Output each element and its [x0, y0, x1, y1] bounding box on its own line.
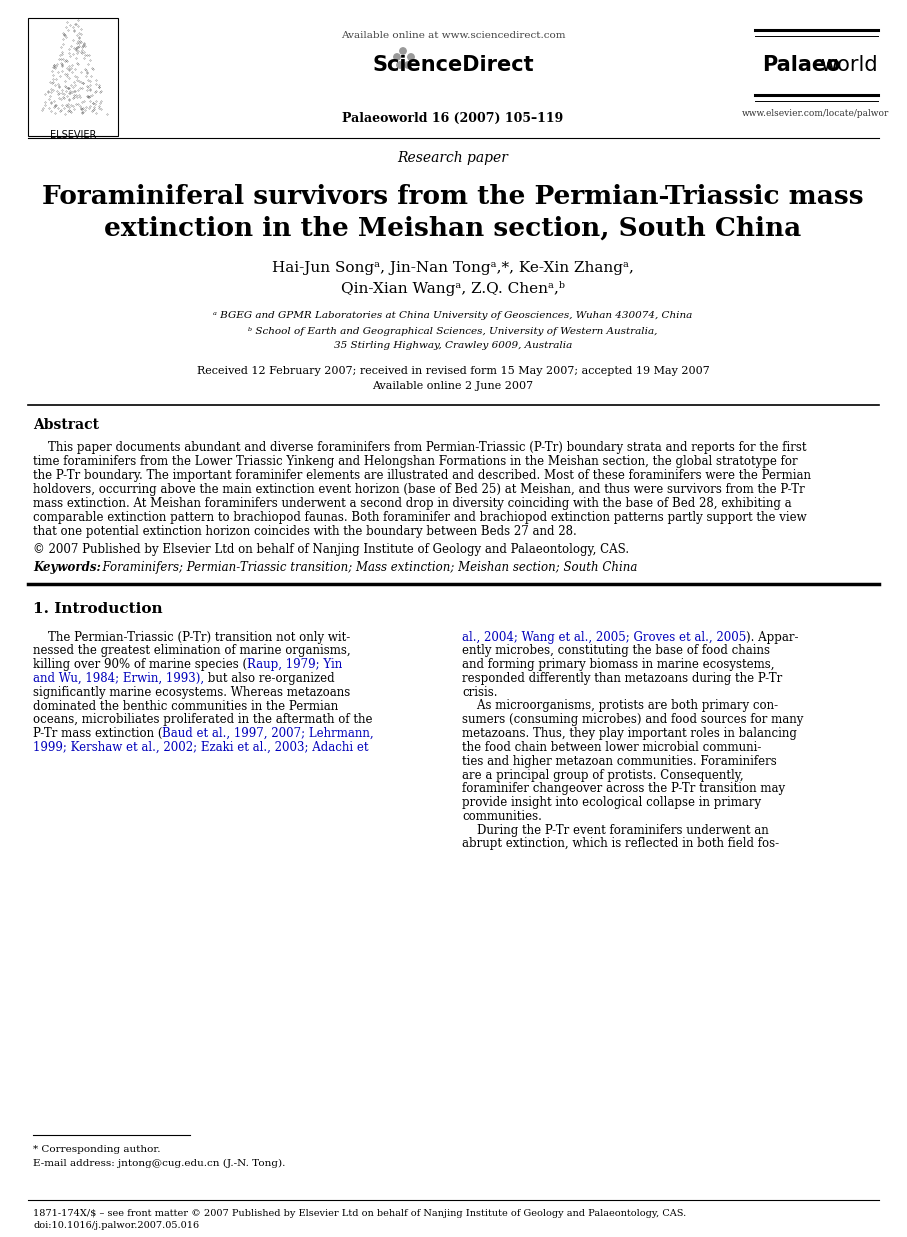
Text: abrupt extinction, which is reflected in both field fos-: abrupt extinction, which is reflected in… — [462, 837, 779, 851]
Text: ScienceDirect: ScienceDirect — [372, 54, 534, 75]
Text: the food chain between lower microbial communi-: the food chain between lower microbial c… — [462, 741, 761, 753]
Text: metazoans. Thus, they play important roles in balancing: metazoans. Thus, they play important rol… — [462, 727, 797, 740]
Text: Foraminifers; Permian-Triassic transition; Mass extinction; Meishan section; Sou: Foraminifers; Permian-Triassic transitio… — [95, 560, 638, 574]
Text: time foraminifers from the Lower Triassic Yinkeng and Helongshan Formations in t: time foraminifers from the Lower Triassi… — [33, 454, 797, 468]
Text: doi:10.1016/j.palwor.2007.05.016: doi:10.1016/j.palwor.2007.05.016 — [33, 1221, 200, 1231]
Text: P-Tr mass extinction (: P-Tr mass extinction ( — [33, 727, 162, 740]
Text: Foraminiferal survivors from the Permian-Triassic mass: Foraminiferal survivors from the Permian… — [43, 183, 863, 209]
Text: The Permian-Triassic (P-Tr) transition not only wit-: The Permian-Triassic (P-Tr) transition n… — [33, 631, 350, 643]
Text: ). Appar-: ). Appar- — [746, 631, 799, 643]
Text: comparable extinction pattern to brachiopod faunas. Both foraminifer and brachio: comparable extinction pattern to brachio… — [33, 511, 806, 523]
Text: nessed the greatest elimination of marine organisms,: nessed the greatest elimination of marin… — [33, 644, 351, 657]
Text: mass extinction. At Meishan foraminifers underwent a second drop in diversity co: mass extinction. At Meishan foraminifers… — [33, 496, 792, 510]
Text: Received 12 February 2007; received in revised form 15 May 2007; accepted 19 May: Received 12 February 2007; received in r… — [197, 366, 709, 376]
Text: This paper documents abundant and diverse foraminifers from Permian-Triassic (P-: This paper documents abundant and divers… — [33, 440, 806, 454]
Text: but also re-organized: but also re-organized — [204, 672, 335, 685]
Text: holdovers, occurring above the main extinction event horizon (base of Bed 25) at: holdovers, occurring above the main exti… — [33, 482, 805, 496]
Text: ently microbes, constituting the base of food chains: ently microbes, constituting the base of… — [462, 644, 770, 657]
Text: Hai-Jun Songᵃ, Jin-Nan Tongᵃ,*, Ke-Xin Zhangᵃ,: Hai-Jun Songᵃ, Jin-Nan Tongᵃ,*, Ke-Xin Z… — [272, 261, 634, 275]
Text: www.elsevier.com/locate/palwor: www.elsevier.com/locate/palwor — [742, 109, 890, 118]
Text: extinction in the Meishan section, South China: extinction in the Meishan section, South… — [104, 215, 802, 240]
Text: E-mail address: jntong@cug.edu.cn (J.-N. Tong).: E-mail address: jntong@cug.edu.cn (J.-N.… — [33, 1158, 286, 1168]
Text: communities.: communities. — [462, 810, 541, 823]
Circle shape — [396, 62, 404, 68]
Text: ᵃ BGEG and GPMR Laboratories at China University of Geosciences, Wuhan 430074, C: ᵃ BGEG and GPMR Laboratories at China Un… — [213, 312, 693, 320]
Text: Raup, 1979; Yin: Raup, 1979; Yin — [247, 658, 342, 672]
Text: world: world — [820, 54, 878, 75]
Circle shape — [394, 53, 400, 61]
Text: During the P-Tr event foraminifers underwent an: During the P-Tr event foraminifers under… — [462, 824, 769, 836]
Text: As microorganisms, protists are both primary con-: As microorganisms, protists are both pri… — [462, 699, 778, 713]
Text: © 2007 Published by Elsevier Ltd on behalf of Nanjing Institute of Geology and P: © 2007 Published by Elsevier Ltd on beha… — [33, 543, 629, 555]
Text: crisis.: crisis. — [462, 685, 498, 699]
Text: provide insight into ecological collapse in primary: provide insight into ecological collapse… — [462, 797, 761, 809]
Text: that one potential extinction horizon coincides with the boundary between Beds 2: that one potential extinction horizon co… — [33, 524, 577, 538]
Bar — [28, 19, 118, 136]
Text: 1. Introduction: 1. Introduction — [33, 602, 162, 616]
Text: and Wu, 1984; Erwin, 1993),: and Wu, 1984; Erwin, 1993), — [33, 672, 204, 685]
Circle shape — [400, 48, 406, 54]
Text: oceans, microbiliates proliferated in the aftermath of the: oceans, microbiliates proliferated in th… — [33, 714, 373, 726]
Text: * Corresponding author.: * Corresponding author. — [33, 1144, 161, 1153]
Text: killing over 90% of marine species (: killing over 90% of marine species ( — [33, 658, 247, 672]
Text: ties and higher metazoan communities. Foraminifers: ties and higher metazoan communities. Fo… — [462, 755, 776, 768]
Text: sumers (consuming microbes) and food sources for many: sumers (consuming microbes) and food sou… — [462, 714, 804, 726]
Text: ᵇ School of Earth and Geographical Sciences, University of Western Australia,: ᵇ School of Earth and Geographical Scien… — [249, 327, 658, 335]
Text: Available online at www.sciencedirect.com: Available online at www.sciencedirect.co… — [341, 31, 565, 40]
Text: Palaeo: Palaeo — [762, 54, 841, 75]
Text: significantly marine ecosystems. Whereas metazoans: significantly marine ecosystems. Whereas… — [33, 685, 350, 699]
Text: Baud et al., 1997, 2007; Lehrmann,: Baud et al., 1997, 2007; Lehrmann, — [162, 727, 374, 740]
Text: Qin-Xian Wangᵃ, Z.Q. Chenᵃ,ᵇ: Qin-Xian Wangᵃ, Z.Q. Chenᵃ,ᵇ — [341, 281, 565, 296]
Text: Research paper: Research paper — [397, 151, 509, 165]
Text: al., 2004; Wang et al., 2005; Groves et al., 2005: al., 2004; Wang et al., 2005; Groves et … — [462, 631, 746, 643]
Text: Abstract: Abstract — [33, 418, 99, 432]
Text: and forming primary biomass in marine ecosystems,: and forming primary biomass in marine ec… — [462, 658, 775, 672]
Text: foraminifer changeover across the P-Tr transition may: foraminifer changeover across the P-Tr t… — [462, 782, 785, 795]
Text: are a principal group of protists. Consequently,: are a principal group of protists. Conse… — [462, 768, 744, 782]
Text: Keywords:: Keywords: — [33, 560, 101, 574]
Text: 1871-174X/$ – see front matter © 2007 Published by Elsevier Ltd on behalf of Nan: 1871-174X/$ – see front matter © 2007 Pu… — [33, 1209, 687, 1217]
Text: ELSEVIER: ELSEVIER — [50, 130, 96, 140]
Text: 1999; Kershaw et al., 2002; Ezaki et al., 2003; Adachi et: 1999; Kershaw et al., 2002; Ezaki et al.… — [33, 741, 368, 753]
Text: dominated the benthic communities in the Permian: dominated the benthic communities in the… — [33, 699, 338, 713]
Circle shape — [408, 53, 414, 61]
Text: Available online 2 June 2007: Available online 2 June 2007 — [373, 381, 533, 391]
Circle shape — [405, 62, 411, 68]
Text: the P-Tr boundary. The important foraminifer elements are illustrated and descri: the P-Tr boundary. The important foramin… — [33, 469, 811, 481]
Text: responded differently than metazoans during the P-Tr: responded differently than metazoans dur… — [462, 672, 782, 685]
Text: 35 Stirling Highway, Crawley 6009, Australia: 35 Stirling Highway, Crawley 6009, Austr… — [334, 341, 572, 350]
Text: Palaeoworld 16 (2007) 105–119: Palaeoworld 16 (2007) 105–119 — [342, 111, 563, 125]
